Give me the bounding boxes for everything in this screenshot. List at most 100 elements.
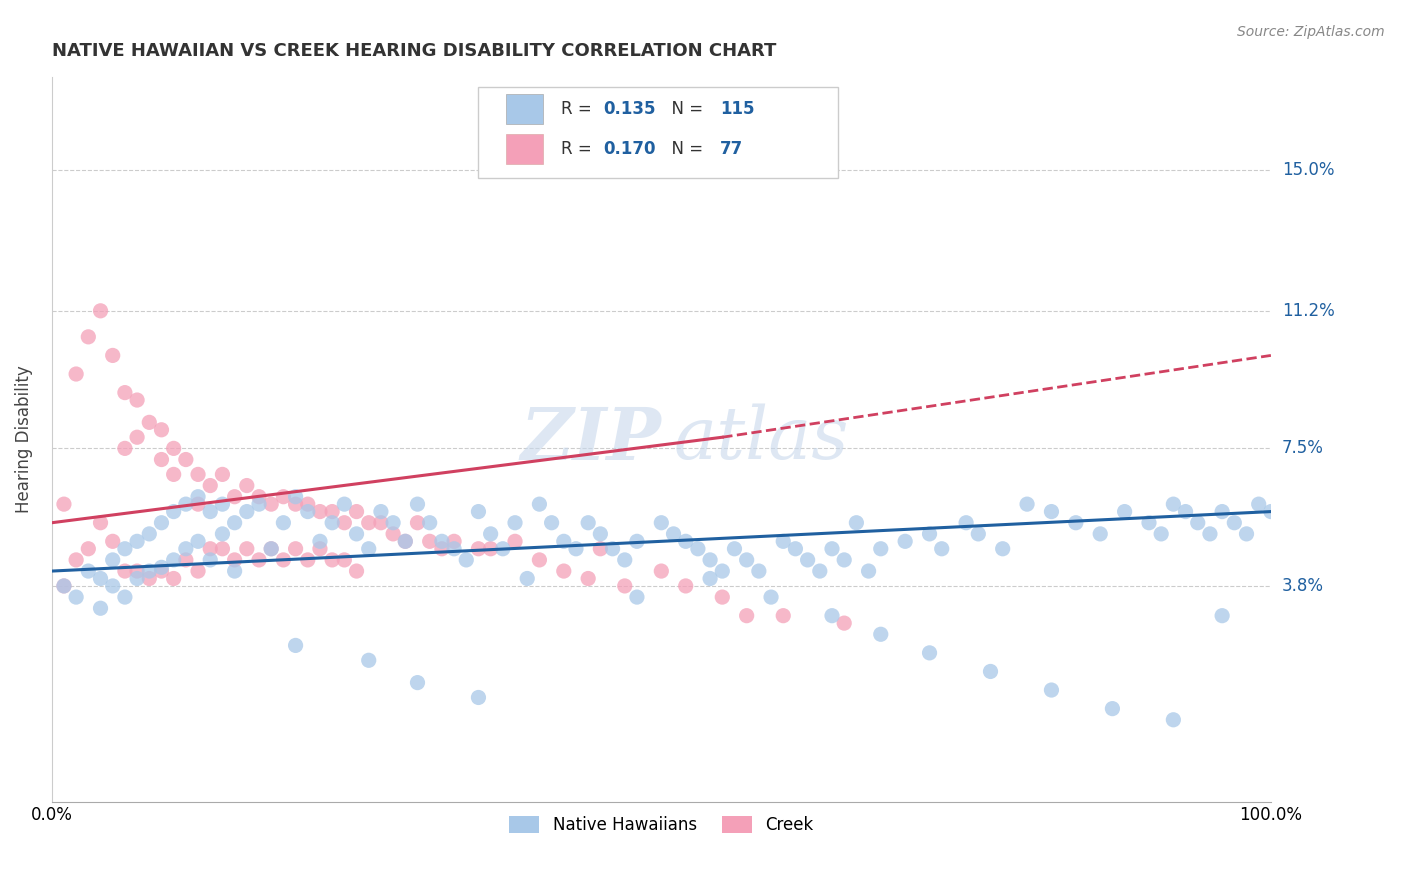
Point [211, 527, 233, 541]
Point [991, 541, 1014, 556]
Text: 77: 77 [720, 140, 744, 158]
Text: 115: 115 [720, 100, 755, 119]
Point [273, 553, 295, 567]
Point [346, 564, 368, 578]
Point [150, 564, 173, 578]
Point [858, 564, 880, 578]
Point [127, 572, 149, 586]
Point [479, 527, 502, 541]
Point [127, 534, 149, 549]
Point [419, 534, 441, 549]
Point [419, 516, 441, 530]
Point [309, 505, 332, 519]
Point [236, 505, 259, 519]
Point [1090, 527, 1112, 541]
Point [918, 527, 941, 541]
Text: R =: R = [561, 140, 598, 158]
Point [1187, 516, 1209, 530]
Point [309, 541, 332, 556]
Point [163, 505, 186, 519]
Point [211, 541, 233, 556]
Point [65, 590, 87, 604]
Point [174, 452, 197, 467]
Point [675, 579, 697, 593]
Point [467, 541, 489, 556]
Point [52, 579, 75, 593]
Point [602, 541, 624, 556]
Point [370, 516, 392, 530]
Point [187, 497, 209, 511]
Point [711, 564, 734, 578]
Point [443, 534, 465, 549]
Point [138, 527, 160, 541]
Point [284, 490, 307, 504]
Point [297, 505, 319, 519]
Point [127, 430, 149, 444]
Point [576, 516, 599, 530]
Point [77, 541, 100, 556]
Point [613, 579, 636, 593]
Text: R =: R = [561, 100, 598, 119]
Point [430, 541, 453, 556]
Point [174, 497, 197, 511]
Point [163, 572, 186, 586]
Point [711, 590, 734, 604]
Point [699, 553, 721, 567]
Point [346, 527, 368, 541]
Point [576, 572, 599, 586]
Point [333, 497, 356, 511]
Point [918, 646, 941, 660]
Point [89, 572, 111, 586]
Point [150, 452, 173, 467]
Point [821, 608, 844, 623]
Point [200, 505, 222, 519]
Point [1137, 516, 1160, 530]
Text: 15.0%: 15.0% [1282, 161, 1334, 178]
Point [297, 553, 319, 567]
Point [200, 541, 222, 556]
Point [821, 541, 844, 556]
Point [1211, 505, 1233, 519]
Point [236, 478, 259, 492]
Point [101, 553, 124, 567]
Point [224, 553, 246, 567]
Point [443, 541, 465, 556]
Point [357, 653, 380, 667]
Point [869, 541, 891, 556]
Point [1150, 527, 1173, 541]
Point [127, 564, 149, 578]
Point [309, 534, 332, 549]
Y-axis label: Hearing Disability: Hearing Disability [15, 365, 32, 513]
Legend: Native Hawaiians, Creek: Native Hawaiians, Creek [499, 805, 824, 844]
Point [1015, 497, 1038, 511]
Text: N =: N = [661, 140, 709, 158]
Point [187, 564, 209, 578]
Point [1163, 497, 1185, 511]
Point [333, 516, 356, 530]
Point [150, 560, 173, 574]
Point [785, 541, 807, 556]
Point [662, 527, 685, 541]
Point [284, 497, 307, 511]
Point [211, 497, 233, 511]
Point [406, 675, 429, 690]
Point [247, 497, 270, 511]
Point [1236, 527, 1258, 541]
Point [979, 665, 1001, 679]
Point [273, 516, 295, 530]
Point [187, 490, 209, 504]
Point [759, 590, 782, 604]
Point [650, 516, 672, 530]
Point [114, 590, 136, 604]
Point [65, 553, 87, 567]
Text: 0.170: 0.170 [603, 140, 655, 158]
Point [613, 553, 636, 567]
Point [138, 564, 160, 578]
Point [273, 490, 295, 504]
Point [699, 572, 721, 586]
Point [77, 564, 100, 578]
FancyBboxPatch shape [478, 87, 838, 178]
Point [1040, 505, 1063, 519]
Point [832, 553, 855, 567]
Text: Source: ZipAtlas.com: Source: ZipAtlas.com [1237, 25, 1385, 39]
